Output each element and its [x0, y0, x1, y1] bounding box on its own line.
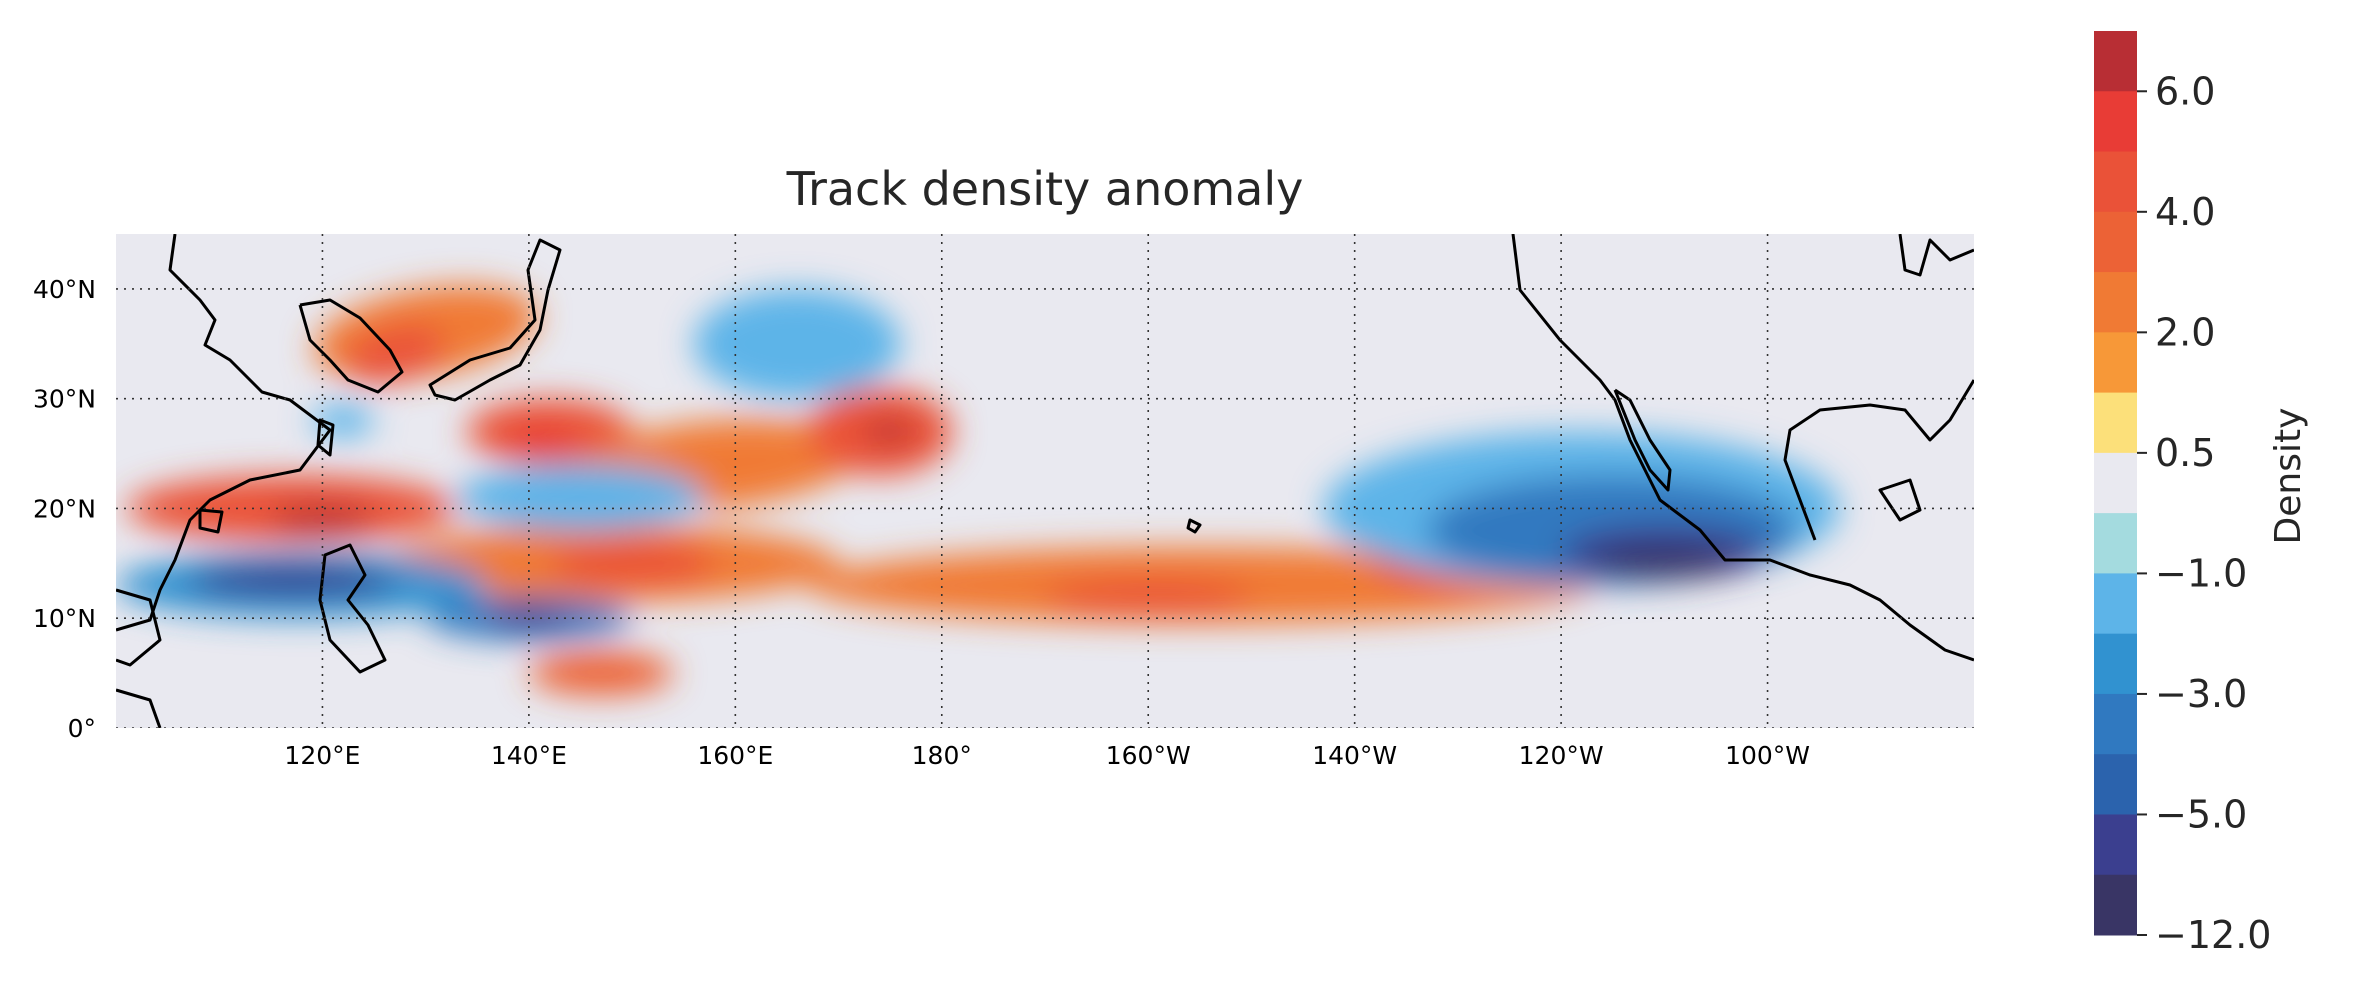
colorbar-label: Density — [2268, 408, 2309, 545]
colorbar-tick-label: 6.0 — [2155, 69, 2215, 113]
colorbar-tick-label: −3.0 — [2155, 672, 2247, 716]
longitude-tick-label: 180° — [912, 741, 972, 770]
anomaly-field — [116, 285, 1840, 696]
anomaly-cell-positive — [528, 651, 674, 696]
taiwan-coast — [316, 418, 335, 457]
colorbar-swatch — [2094, 392, 2137, 454]
latitude-tick-label: 10°N — [33, 604, 96, 633]
longitude-tick-label: 160°E — [697, 741, 773, 770]
colorbar-swatch — [2094, 211, 2137, 273]
colorbar-swatch — [2094, 332, 2137, 394]
anomaly-cell-negative — [1592, 546, 1737, 580]
longitude-tick-label: 120°W — [1519, 741, 1604, 770]
anomaly-cell-positive — [864, 420, 916, 443]
longitude-tick-label: 140°W — [1312, 741, 1397, 770]
colorbar-swatch — [2094, 693, 2137, 755]
latitude-tick-label: 0° — [68, 714, 96, 743]
japan-coast — [428, 238, 562, 402]
gulf-coast — [1783, 379, 1974, 541]
anomaly-cell-positive — [1045, 579, 1252, 613]
hainan-coast — [198, 508, 224, 534]
anomaly-cell-negative — [188, 563, 395, 597]
colorbar-tick-label: 0.5 — [2155, 431, 2215, 475]
colorbar-tick-label: −5.0 — [2155, 792, 2247, 836]
east-asia-coast — [116, 234, 332, 632]
longitude-labels: 120°E 140°E 160°E 180° 160°W 140°W 120°W 100°W — [284, 741, 1810, 770]
colorbar-tick-label: 2.0 — [2155, 310, 2215, 354]
longitude-tick-label: 100°W — [1725, 741, 1810, 770]
longitude-tick-label: 120°E — [284, 741, 360, 770]
longitude-tick-label: 160°W — [1106, 741, 1191, 770]
anomaly-cell-positive — [270, 506, 375, 533]
korea-coast — [298, 298, 404, 394]
colorbar-swatch — [2094, 754, 2137, 815]
colorbar-swatch — [2094, 272, 2137, 333]
colorbar-tick-label: 4.0 — [2155, 190, 2215, 234]
latitude-tick-label: 30°N — [33, 385, 96, 414]
anomaly-cell-positive — [344, 325, 446, 385]
colorbar-tick-label: −1.0 — [2155, 551, 2247, 595]
map-title: Track density anomaly — [786, 162, 1304, 216]
anomaly-cell-positive — [549, 541, 715, 586]
colorbar-swatch — [2094, 874, 2137, 936]
anomaly-cell-negative — [456, 464, 705, 531]
philippines-coast — [318, 543, 387, 674]
map-panel — [116, 234, 1974, 728]
colorbar-swatch — [2094, 814, 2137, 876]
coastlines — [116, 234, 1974, 728]
anomaly-cell-positive — [508, 426, 571, 460]
indochina-coast — [116, 588, 162, 667]
longitude-tick-label: 140°E — [491, 741, 567, 770]
latitude-tick-label: 40°N — [33, 275, 96, 304]
latitude-tick-label: 20°N — [33, 494, 96, 523]
colorbar-tick-label: −12.0 — [2155, 913, 2271, 957]
north-america-coast — [1511, 234, 1974, 662]
anomaly-cell-positive — [126, 475, 457, 542]
anomaly-cell-negative — [694, 288, 901, 399]
colorbar-swatch — [2094, 452, 2137, 514]
baja-coast — [1613, 388, 1672, 492]
hawaii-coast — [1186, 518, 1202, 534]
colorbar-swatch — [2094, 633, 2137, 695]
colorbar-swatch — [2094, 513, 2137, 574]
colorbar-swatch — [2094, 91, 2137, 153]
colorbar-swatch — [2094, 573, 2137, 635]
borneo-coast — [116, 688, 162, 728]
gridlines — [116, 234, 1974, 728]
colorbar-swatch — [2094, 31, 2137, 92]
alaska-coast — [1898, 234, 1974, 277]
yucatan-coast — [1878, 478, 1922, 522]
latitude-labels: 0° 10°N 20°N 30°N 40°N — [33, 275, 96, 743]
colorbar-swatch — [2094, 151, 2137, 213]
colorbar: 6.0 4.0 2.0 0.5 −1.0 −3.0 −5.0 −12.0 — [2094, 31, 2271, 957]
